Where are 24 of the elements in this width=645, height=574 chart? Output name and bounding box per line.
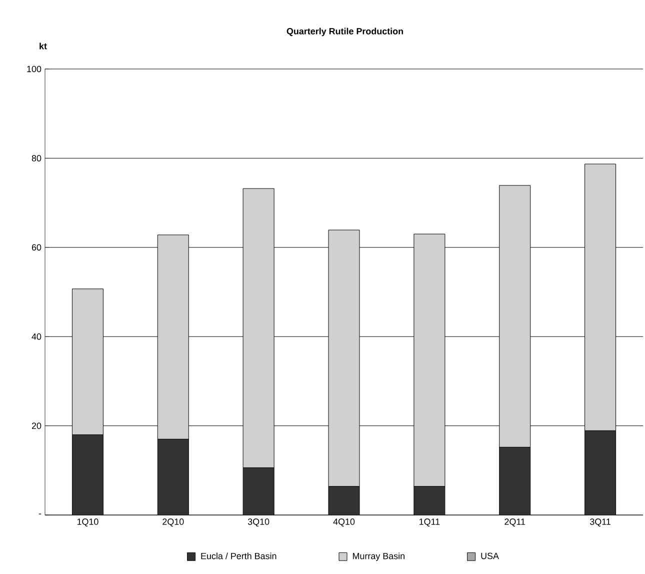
x-tick-label: 2Q10 <box>162 518 184 526</box>
bar <box>157 438 189 515</box>
y-axis-title: kt <box>40 42 47 50</box>
bar <box>72 434 104 515</box>
x-tick-label: 3Q10 <box>248 518 270 526</box>
bar <box>499 446 531 515</box>
y-tick-label: 100 <box>27 66 42 72</box>
x-tick-label: 2Q11 <box>504 518 526 526</box>
y-tick-label: 20 <box>32 422 42 429</box>
y-tick-label: 80 <box>32 155 42 162</box>
x-tick-label: 3Q11 <box>590 518 610 526</box>
y-tick-label: 40 <box>32 333 42 340</box>
y-tick-label: 60 <box>32 244 42 251</box>
bar <box>414 486 446 515</box>
chart-title: Quarterly Rutile Production <box>286 28 403 36</box>
bar <box>584 430 616 515</box>
legend-label: Eucla / Perth Basin <box>201 552 276 560</box>
x-tick-label: 1Q11 <box>419 518 440 526</box>
legend-label: Murray Basin <box>352 552 404 561</box>
x-tick-label: 1Q10 <box>77 518 98 526</box>
legend-label: USA <box>481 552 499 560</box>
bar <box>328 486 360 515</box>
bar <box>242 467 274 515</box>
x-tick-label: 4Q10 <box>333 518 355 526</box>
